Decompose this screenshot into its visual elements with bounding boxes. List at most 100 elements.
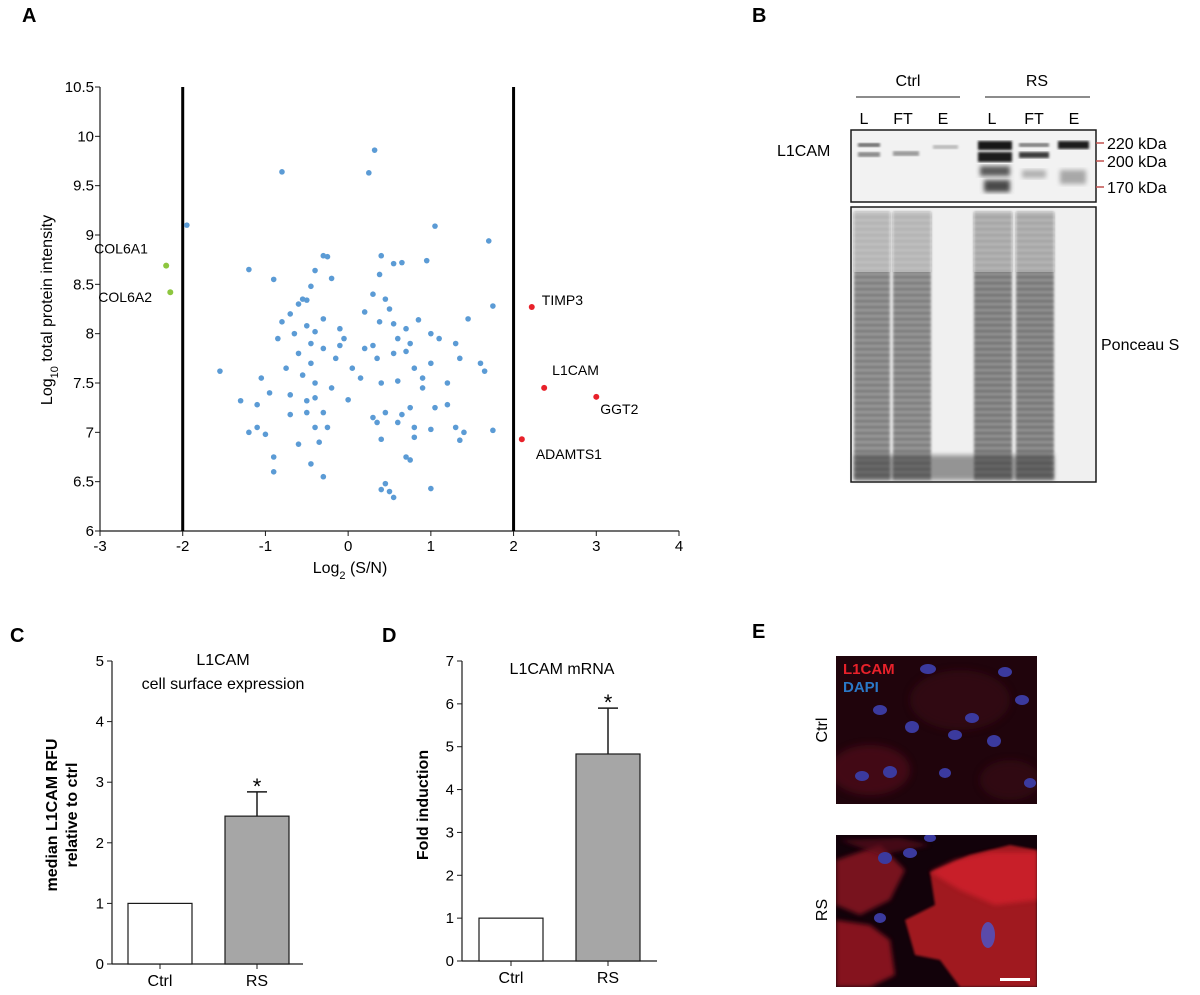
data-point — [246, 429, 252, 436]
chart-title: L1CAM mRNA — [510, 661, 615, 678]
data-point — [411, 434, 418, 441]
marker-label-220: 220 kDa — [1107, 136, 1167, 153]
data-point — [394, 335, 401, 342]
data-point — [411, 365, 418, 372]
panel-letter-b: B — [752, 5, 766, 27]
lane-label: FT — [1024, 111, 1044, 128]
y-tick-label: 9.5 — [73, 178, 94, 195]
data-point — [308, 360, 314, 367]
y-tick-label: 9 — [86, 227, 94, 244]
y-tick-label: 10 — [77, 128, 94, 145]
data-point — [283, 365, 289, 372]
y-tick-label: 6.5 — [73, 474, 94, 491]
data-point — [403, 325, 409, 332]
data-point — [258, 375, 265, 381]
data-point — [320, 409, 327, 416]
data-point — [378, 436, 385, 443]
data-point — [320, 473, 327, 480]
y-tick-label: 2 — [446, 867, 454, 884]
bar-plot: 0 1 2 3 4 5 Ctrl * RS — [96, 653, 303, 990]
data-point — [428, 330, 434, 337]
data-point — [481, 368, 488, 374]
y-tick-label: 0 — [446, 953, 454, 970]
data-point — [378, 252, 385, 259]
highlighted-point — [541, 384, 548, 391]
data-point — [291, 330, 298, 337]
if-row-label-rs: RS — [814, 899, 831, 921]
chart-title-line1: L1CAM — [196, 652, 249, 669]
scatter-axes: -3 -2 -1 0 1 2 3 4 6 6.5 7 7.5 8 8.5 9 9.5 10 10.5 — [65, 79, 683, 555]
data-point — [320, 316, 327, 322]
point-label: ADAMTS1 — [536, 446, 602, 462]
if-legend-dapi: DAPI — [843, 679, 879, 696]
data-point — [345, 396, 351, 403]
data-point — [308, 461, 314, 467]
data-point — [270, 276, 277, 283]
y-tick-label: 5 — [96, 653, 104, 670]
data-point — [279, 169, 285, 175]
data-point — [490, 427, 496, 434]
data-point — [254, 401, 260, 408]
chart-title-line2: cell surface expression — [142, 676, 305, 693]
bar-rs — [575, 753, 641, 962]
y-tick-label: 8.5 — [73, 276, 94, 293]
lane-label: L — [860, 111, 869, 128]
data-point — [262, 431, 269, 438]
data-point — [457, 355, 463, 362]
data-point — [386, 306, 393, 312]
x-tick-label: -2 — [176, 538, 189, 555]
data-point — [390, 350, 397, 357]
data-point — [432, 223, 438, 229]
if-rs-signal — [836, 835, 1037, 987]
data-point — [279, 319, 285, 325]
data-point — [394, 419, 401, 426]
y-tick-label: 4 — [96, 714, 104, 731]
y-axis-label: relative to ctrl — [64, 763, 81, 868]
significance-star: * — [604, 690, 613, 715]
point-label: COL6A1 — [94, 241, 148, 257]
marker-label-170: 170 kDa — [1107, 180, 1167, 197]
y-tick-label: 5 — [446, 739, 454, 756]
data-point — [378, 486, 385, 493]
point-label: COL6A2 — [98, 289, 152, 305]
x-tick-label: 1 — [427, 538, 435, 555]
panel-letter-c: C — [10, 625, 24, 647]
data-point — [428, 485, 434, 492]
x-tick-label: -3 — [93, 538, 106, 555]
scatter-chart-a: -3 -2 -1 0 1 2 3 4 6 6.5 7 7.5 8 8.5 9 9.5 10 10.5 COL6A1… — [39, 79, 683, 582]
data-point — [382, 409, 389, 416]
data-point — [295, 301, 302, 307]
data-point — [382, 296, 389, 302]
data-point — [452, 424, 459, 431]
data-point — [452, 340, 459, 347]
data-point — [374, 419, 380, 426]
data-point — [308, 340, 314, 347]
data-point — [332, 355, 339, 362]
data-point — [457, 437, 463, 444]
x-tick-label: RS — [597, 970, 619, 987]
data-point — [378, 380, 385, 386]
data-point — [328, 275, 335, 282]
point-label: GGT2 — [600, 401, 638, 417]
data-point — [403, 348, 409, 355]
y-tick-label: 3 — [446, 824, 454, 841]
x-tick-label: -1 — [259, 538, 272, 555]
y-tick-label: 6 — [446, 696, 454, 713]
data-point — [270, 454, 277, 460]
if-ctrl-signal — [836, 656, 1037, 804]
data-point — [357, 375, 364, 381]
data-point — [461, 429, 467, 436]
bar-chart-d: L1CAM mRNA Fold induction 0 1 2 3 4 5 6 7 Ctrl * R… — [415, 653, 657, 987]
bar-ctrl — [478, 917, 544, 962]
data-point — [423, 257, 430, 264]
data-point — [390, 494, 397, 501]
data-point — [465, 316, 471, 322]
data-point — [444, 401, 451, 408]
data-point — [386, 488, 393, 495]
data-point — [415, 317, 422, 323]
y-tick-label: 7 — [446, 653, 454, 670]
data-point — [374, 355, 380, 362]
lane-label: E — [1069, 111, 1080, 128]
y-tick-label: 7.5 — [73, 375, 94, 392]
